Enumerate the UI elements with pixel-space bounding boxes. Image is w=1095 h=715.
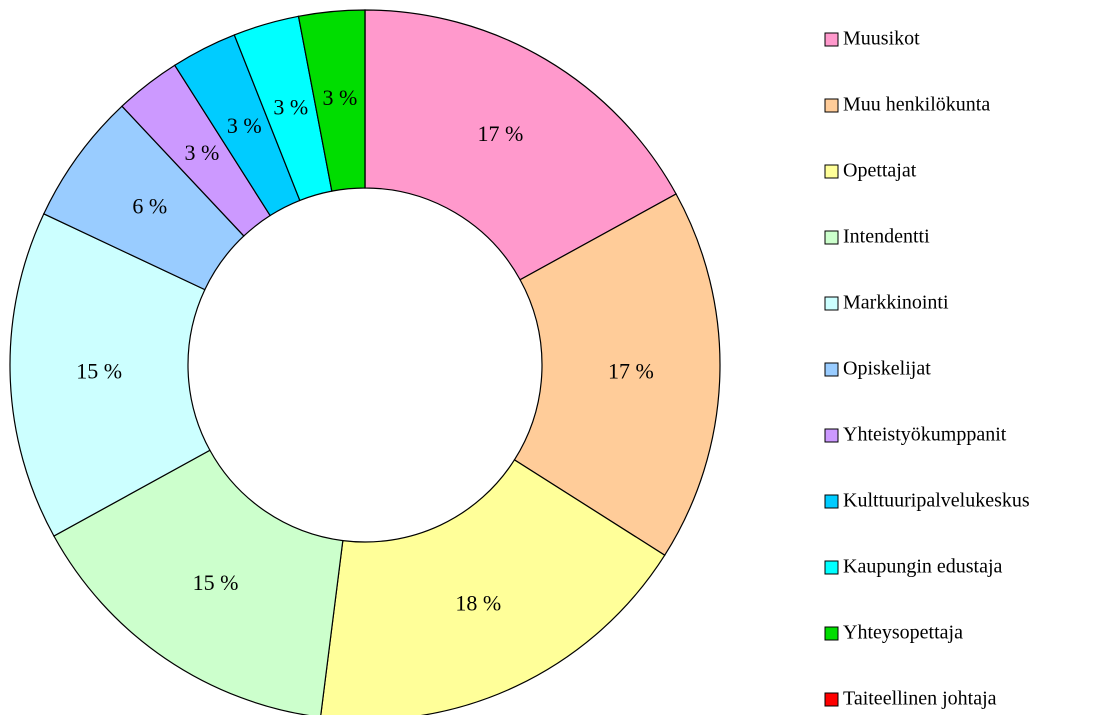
legend-label: Opettajat — [843, 160, 917, 182]
legend-swatch — [824, 32, 839, 47]
data-label: 3 % — [185, 140, 220, 165]
data-label: 15 % — [76, 358, 122, 383]
legend-swatch — [824, 362, 839, 377]
data-label: 18 % — [455, 591, 501, 616]
legend-swatch — [824, 296, 839, 311]
legend-swatch — [824, 494, 839, 509]
donut-segment — [53, 449, 344, 715]
donut-segment — [513, 193, 721, 557]
legend-label: Taiteellinen johtaja — [843, 688, 997, 710]
legend-swatch — [824, 164, 839, 179]
data-label: 15 % — [193, 570, 239, 595]
legend-swatch — [824, 692, 839, 707]
donut-segment — [9, 213, 211, 537]
legend-label: Kaupungin edustaja — [843, 556, 1003, 578]
legend-label: Yhteysopettaja — [843, 622, 963, 644]
legend-label: Markkinointi — [843, 292, 949, 314]
donut-segment — [364, 9, 677, 281]
legend-label: Yhteistyökumppanit — [843, 424, 1007, 446]
legend-label: Muusikot — [843, 28, 920, 50]
data-label: 17 % — [608, 358, 654, 383]
legend-label: Muu henkilökunta — [843, 94, 990, 116]
legend-swatch — [824, 230, 839, 245]
legend-swatch — [824, 560, 839, 575]
legend-swatch — [824, 428, 839, 443]
legend-label: Opiskelijat — [843, 358, 931, 380]
data-label: 3 % — [227, 113, 262, 138]
legend-swatch — [824, 98, 839, 113]
data-label: 3 % — [273, 95, 308, 120]
data-label: 3 % — [323, 85, 358, 110]
data-label: 6 % — [132, 194, 167, 219]
legend-swatch — [824, 626, 839, 641]
legend-label: Kulttuuripalvelukeskus — [843, 490, 1030, 512]
legend-label: Intendentti — [843, 226, 930, 248]
donut-segment — [320, 459, 666, 715]
data-label: 17 % — [477, 121, 523, 146]
